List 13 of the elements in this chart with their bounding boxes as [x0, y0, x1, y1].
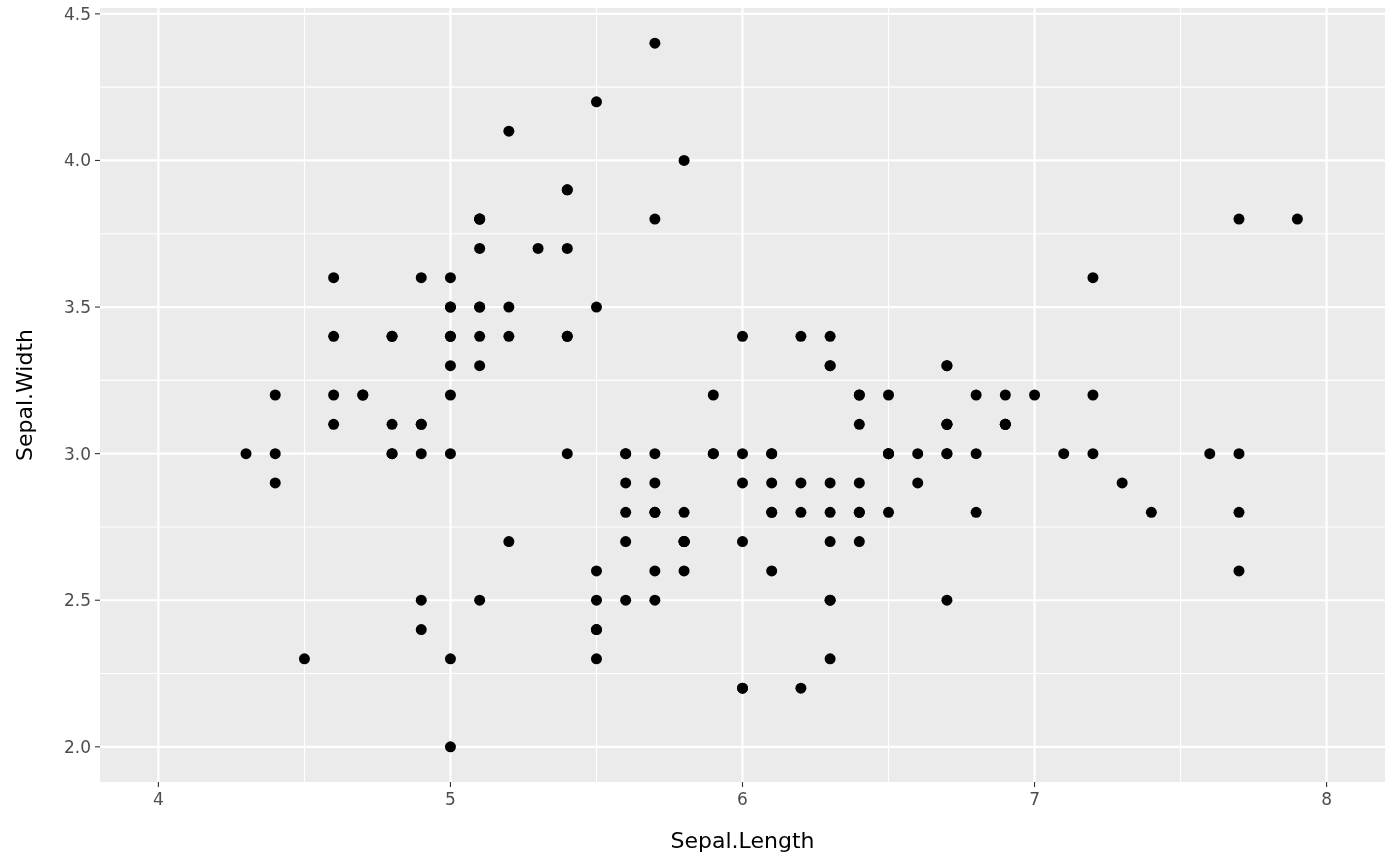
x-axis-title: Sepal.Length	[670, 828, 815, 853]
y-axis-title: Sepal.Width	[12, 329, 37, 461]
y-tick-label: 2.5	[63, 590, 91, 611]
x-tick-label: 7	[1029, 789, 1040, 809]
x-tick-label: 8	[1321, 789, 1333, 809]
y-tick-label: 3.0	[63, 443, 91, 464]
y-tick-label: 4.5	[63, 3, 91, 24]
y-tick-label: 4.0	[63, 150, 91, 171]
x-tick-label: 6	[737, 789, 748, 809]
x-tick-label: 5	[445, 789, 456, 809]
x-tick-label: 4	[153, 789, 164, 809]
y-tick-label: 3.5	[63, 297, 91, 317]
y-tick-label: 2.0	[63, 736, 91, 757]
